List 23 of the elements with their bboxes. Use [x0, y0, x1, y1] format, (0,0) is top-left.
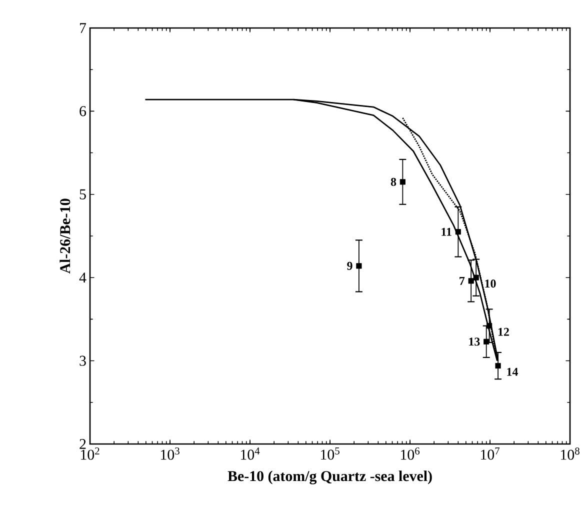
annotation: 7	[460, 277, 465, 285]
x-tick-label: 10$^{6}$	[400, 448, 420, 460]
y-tick-label: 4	[79, 272, 86, 283]
x-tick-label: 10$^{4}$	[240, 448, 260, 460]
y-tick-label: 2	[80, 439, 86, 449]
y-axis-title: Al-26/Be-10	[60, 198, 70, 274]
annotation: 13	[469, 338, 480, 346]
x-tick-label: 10$^{8}$	[560, 448, 580, 460]
annotation: 12	[498, 328, 509, 336]
y-tick-label: 7	[80, 23, 86, 33]
annotation: 8	[390, 178, 396, 186]
annotation: 9	[347, 262, 352, 270]
y-tick-label: 3	[80, 356, 86, 366]
annotation: 10	[485, 280, 496, 288]
x-tick-label: 10$^{2}$	[80, 448, 100, 460]
x-tick-label: 10$^{7}$	[480, 448, 500, 460]
y-tick-label: 5	[80, 189, 86, 200]
annotation: 14	[507, 368, 518, 376]
x-axis-title: Be-10 (atom/g Quartz -sea level)	[228, 470, 432, 484]
annotation: 11	[442, 228, 452, 236]
x-tick-label: 10$^{5}$	[320, 448, 340, 460]
x-tick-label: 10$^{3}$	[160, 448, 180, 460]
y-tick-label: 6	[80, 106, 86, 116]
